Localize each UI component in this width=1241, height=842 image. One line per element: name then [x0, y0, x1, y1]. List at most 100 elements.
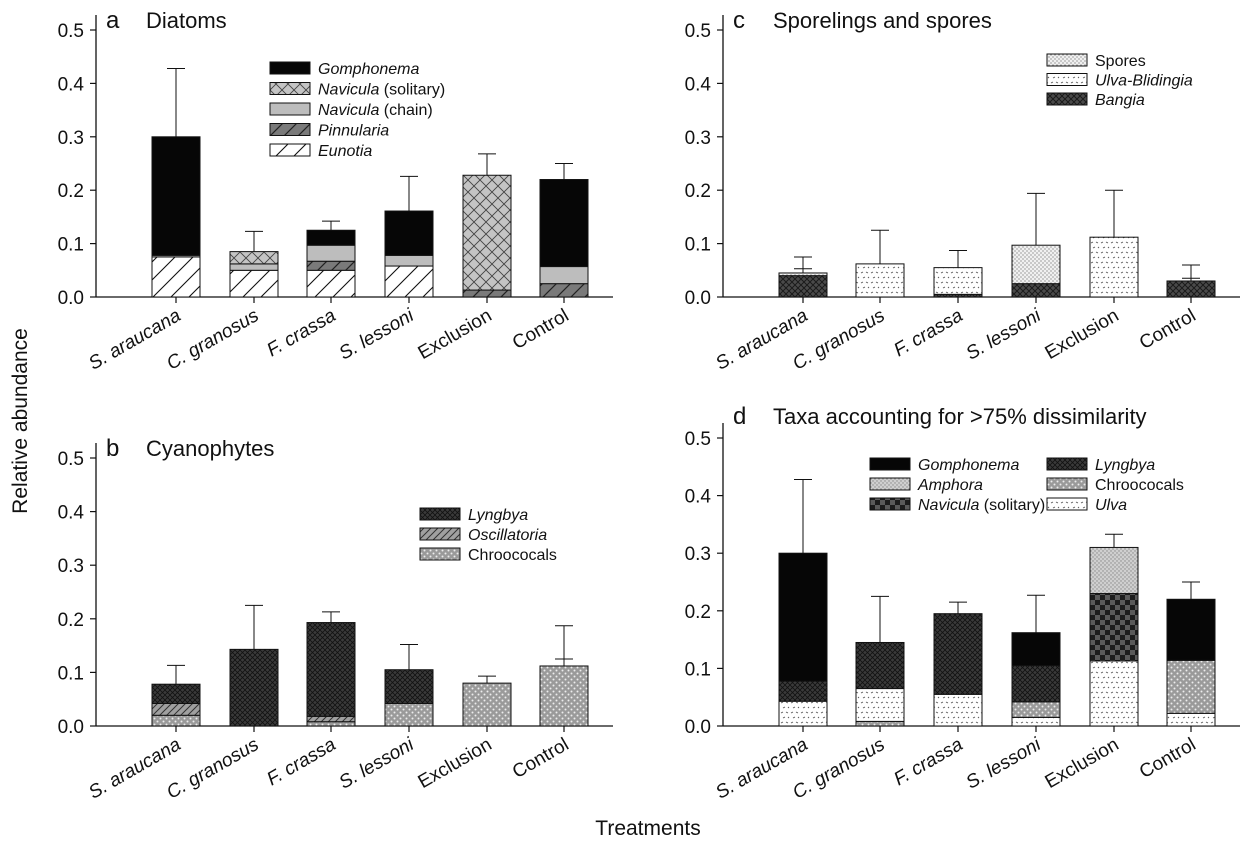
bar-segment	[306, 622, 356, 717]
panel-title: Cyanophytes	[146, 436, 274, 461]
legend-swatch	[1046, 497, 1088, 511]
legend-swatch	[1046, 73, 1088, 86]
legend-swatch	[419, 527, 461, 541]
legend-swatch	[869, 477, 911, 491]
bar-segment	[306, 715, 356, 723]
bar-segment	[1011, 716, 1061, 727]
legend-swatch	[419, 547, 461, 561]
y-tick-label: 0.4	[58, 74, 85, 95]
legend-label: Gomphonema	[318, 61, 419, 78]
bar-segment	[1011, 283, 1061, 298]
legend-label: Navicula (solitary)	[918, 497, 1045, 514]
bar-segment	[1011, 701, 1061, 718]
legend-label: Pinnularia	[318, 123, 389, 140]
x-tick-label: F. crassa	[263, 305, 339, 361]
bar-segment	[855, 688, 905, 722]
x-tick-label: F. crassa	[890, 734, 966, 790]
legend-swatch	[1046, 53, 1088, 67]
bar-segment	[306, 229, 356, 246]
y-tick-label: 0.3	[58, 556, 84, 577]
x-axis-title: Treatments	[595, 817, 700, 840]
bar-segment	[229, 263, 279, 271]
bar-segment	[384, 254, 434, 267]
bar-segment	[151, 136, 201, 256]
legend-swatch	[269, 123, 311, 136]
legend-label: Lyngbya	[1095, 457, 1155, 474]
panel-letter: d	[733, 403, 746, 430]
bar-segment	[1166, 280, 1216, 298]
legend-swatch	[869, 497, 911, 511]
y-tick-label: 0.3	[685, 544, 711, 565]
y-tick-label: 0.1	[58, 663, 84, 684]
x-tick-label: F. crassa	[890, 305, 966, 361]
bar-segment	[151, 683, 201, 704]
bar-segment	[1089, 660, 1139, 727]
y-tick-label: 0.5	[58, 21, 84, 42]
bar-segment	[306, 260, 356, 271]
bar-segment	[778, 680, 828, 702]
bar-segment	[229, 251, 279, 265]
legend-label: Bangia	[1095, 92, 1145, 109]
x-tick-label: S. lessoni	[963, 734, 1046, 794]
bar-segment	[778, 275, 828, 298]
legend-label: Ulva	[1095, 497, 1127, 514]
bar-segment	[151, 256, 201, 298]
legend-label: Eunotia	[318, 143, 372, 160]
bar-segment	[229, 269, 279, 298]
bar-segment	[384, 265, 434, 298]
x-tick-label: Control	[509, 734, 573, 783]
legend-label: Amphora	[917, 477, 983, 494]
x-tick-label: Exclusion	[1042, 734, 1123, 793]
x-tick-label: S. lessoni	[336, 734, 419, 794]
bar-segment	[1166, 598, 1216, 661]
legend-label: Oscillatoria	[468, 527, 547, 544]
y-tick-label: 0.2	[58, 181, 84, 202]
bar-segment	[778, 700, 828, 727]
legend-swatch	[269, 102, 311, 116]
bar-segment	[306, 721, 356, 727]
y-tick-label: 0.1	[58, 235, 84, 256]
bar-segment	[384, 210, 434, 256]
bar-segment	[384, 702, 434, 727]
x-tick-label: S. lessoni	[963, 305, 1046, 365]
x-tick-label: Exclusion	[415, 734, 496, 793]
legend-label: Spores	[1095, 53, 1146, 70]
y-tick-label: 0.5	[685, 429, 711, 450]
bar-segment	[1011, 665, 1061, 703]
panel-letter: a	[106, 7, 120, 34]
y-tick-label: 0.0	[58, 717, 84, 738]
y-tick-label: 0.3	[685, 128, 711, 149]
bar-segment	[539, 266, 589, 285]
legend-label: Chroococals	[468, 547, 557, 564]
bar-segment	[1089, 546, 1139, 595]
legend-label: Navicula (solitary)	[318, 82, 445, 99]
bar-segment	[1011, 244, 1061, 285]
y-tick-label: 0.1	[685, 235, 711, 256]
bar-segment	[1089, 236, 1139, 298]
legend-swatch	[869, 457, 911, 471]
legend-label: Ulva-Blidingia	[1095, 73, 1193, 90]
bar-segment	[1166, 712, 1216, 727]
bar-segment	[933, 613, 983, 695]
panel-title: Diatoms	[146, 8, 227, 33]
x-tick-label: Control	[509, 305, 573, 354]
bar-segment	[1089, 593, 1139, 662]
legend-swatch	[269, 61, 311, 75]
y-tick-label: 0.4	[685, 74, 712, 95]
y-axis-title: Relative abundance	[9, 328, 32, 514]
bar-segment	[778, 552, 828, 682]
y-tick-label: 0.2	[58, 610, 84, 631]
legend-label: Chroococals	[1095, 477, 1184, 494]
x-tick-label: Control	[1136, 305, 1200, 354]
bar-segment	[462, 174, 512, 291]
bar-segment	[855, 263, 905, 298]
y-tick-label: 0.3	[58, 128, 84, 149]
panel-title: Sporelings and spores	[773, 8, 992, 33]
panel-letter: c	[733, 7, 745, 34]
y-tick-label: 0.0	[58, 288, 84, 309]
legend-label: Gomphonema	[918, 457, 1019, 474]
y-tick-label: 0.4	[58, 503, 85, 524]
bar-segment	[1011, 632, 1061, 667]
